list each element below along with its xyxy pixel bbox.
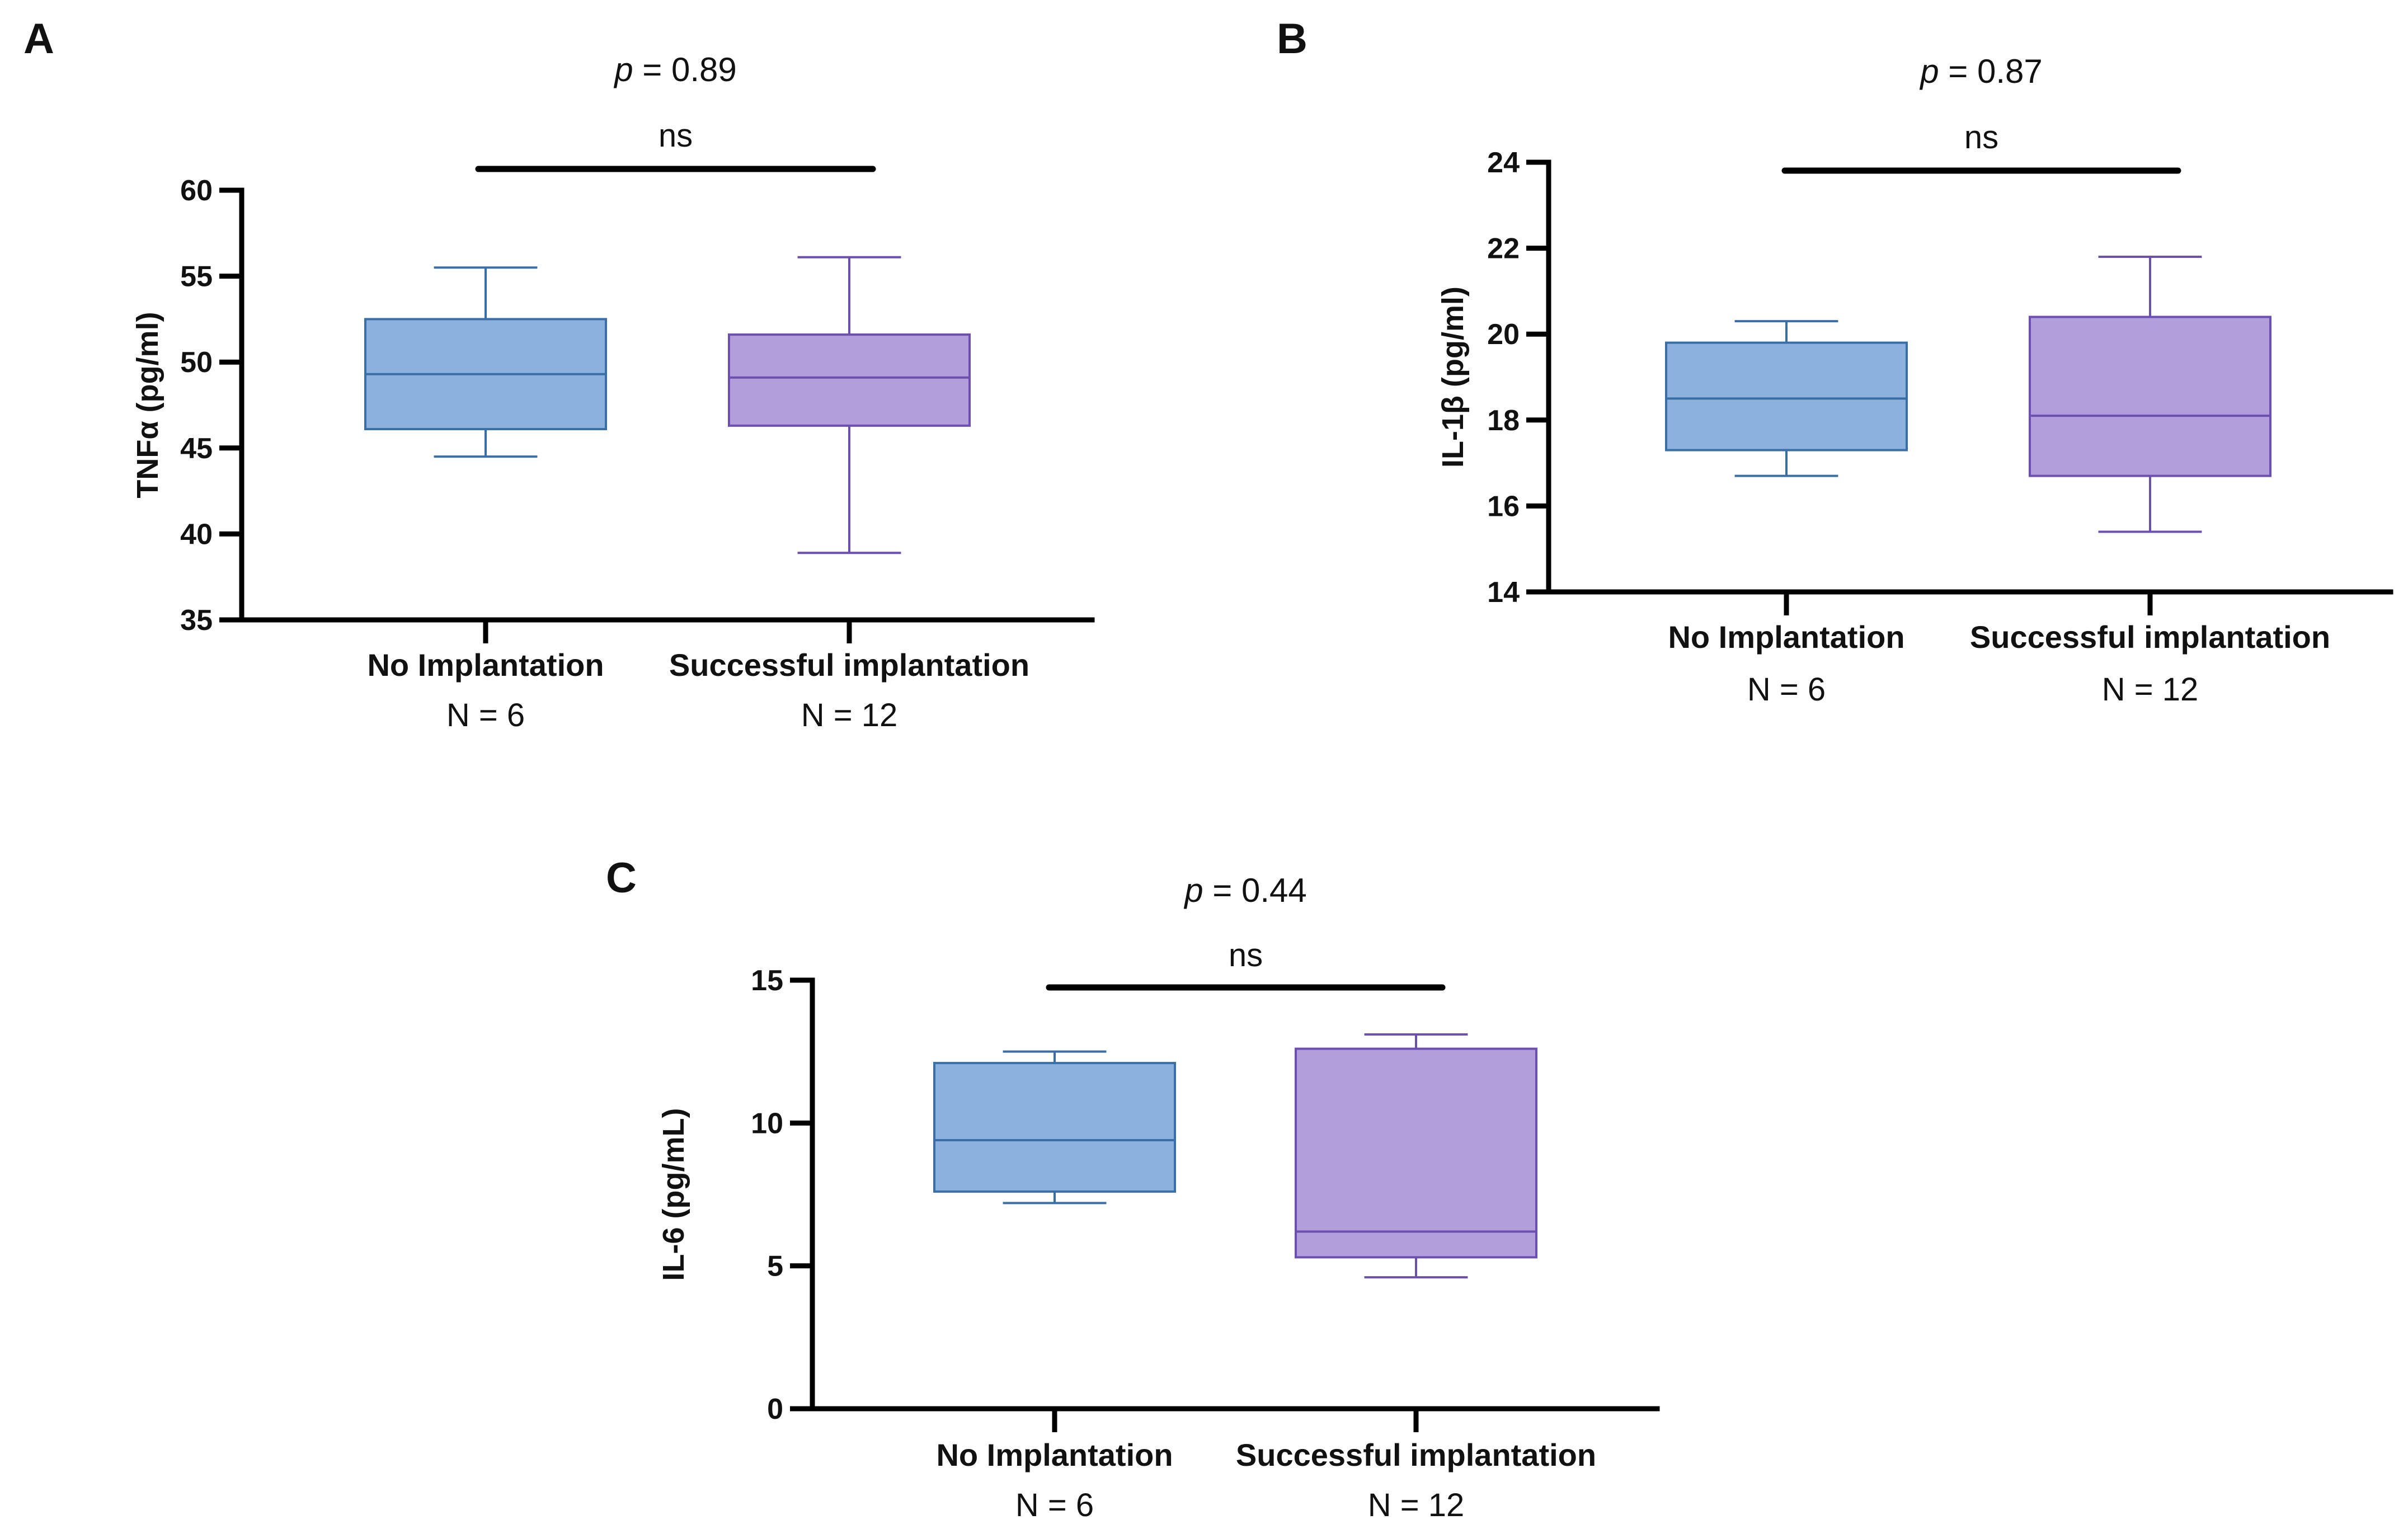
sample-size-label: N = 6 xyxy=(1747,671,1826,708)
y-tick-label: 24 xyxy=(1487,147,1520,179)
sample-size-label: N = 12 xyxy=(1368,1487,1465,1523)
y-tick-label: 45 xyxy=(180,432,213,465)
category-label: Successful implantation xyxy=(669,647,1029,683)
box-iqr xyxy=(728,333,971,427)
y-tick-label: 16 xyxy=(1487,490,1520,523)
y-tick-label: 0 xyxy=(767,1393,783,1426)
sample-size-label: N = 12 xyxy=(2102,671,2199,708)
y-tick-label: 35 xyxy=(180,604,213,637)
significance-label: ns xyxy=(1964,119,1998,156)
p-value-label: p = 0.89 xyxy=(613,51,737,88)
panel-a: Ap = 0.89 ns 35 40 45 50 55 60 TNFα (pg/ml) No Im… xyxy=(23,15,1095,733)
significance-label: ns xyxy=(1229,937,1263,973)
category-label: Successful implantation xyxy=(1236,1437,1596,1472)
y-tick-label: 10 xyxy=(751,1107,783,1140)
box-iqr xyxy=(2029,316,2271,477)
panel-letter: C xyxy=(606,854,637,902)
significance-label: ns xyxy=(659,117,693,154)
y-axis-label: TNFα (pg/ml) xyxy=(131,312,164,498)
y-axis-label: IL-1β (pg/ml) xyxy=(1436,286,1470,468)
y-tick-label: 14 xyxy=(1487,576,1520,609)
p-value: = 0.44 xyxy=(1203,872,1307,909)
y-tick-label: 18 xyxy=(1487,404,1520,437)
sample-size-label: N = 6 xyxy=(446,697,525,733)
y-tick-label: 55 xyxy=(180,261,213,293)
y-axis-label: IL-6 (pg/mL) xyxy=(657,1108,690,1281)
sample-size-label: N = 12 xyxy=(801,697,898,733)
y-tick-label: 20 xyxy=(1487,318,1520,351)
sample-size-label: N = 6 xyxy=(1015,1487,1094,1523)
y-tick-label: 22 xyxy=(1487,233,1520,265)
p-value-label: p = 0.44 xyxy=(1183,872,1307,909)
y-tick-label: 15 xyxy=(751,965,783,997)
box-iqr xyxy=(933,1062,1176,1193)
category-label: Successful implantation xyxy=(1970,619,2330,655)
box-iqr xyxy=(1295,1047,1537,1259)
y-tick-label: 40 xyxy=(180,518,213,551)
category-label: No Implantation xyxy=(1668,619,1904,655)
y-tick-label: 60 xyxy=(180,175,213,207)
category-label: No Implantation xyxy=(367,647,604,683)
y-tick-label: 5 xyxy=(767,1250,783,1283)
panel-letter: A xyxy=(23,15,54,63)
p-value: = 0.89 xyxy=(633,51,737,88)
box-iqr xyxy=(1665,341,1908,451)
panel-b: Bp = 0.87 ns 14 16 18 20 22 24 IL-1β (pg/ml) No I… xyxy=(1277,15,2393,708)
p-value-label: p = 0.87 xyxy=(1919,53,2043,90)
y-tick-label: 50 xyxy=(180,346,213,379)
p-value: = 0.87 xyxy=(1939,53,2043,90)
category-label: No Implantation xyxy=(936,1437,1173,1472)
panel-letter: B xyxy=(1277,15,1308,63)
